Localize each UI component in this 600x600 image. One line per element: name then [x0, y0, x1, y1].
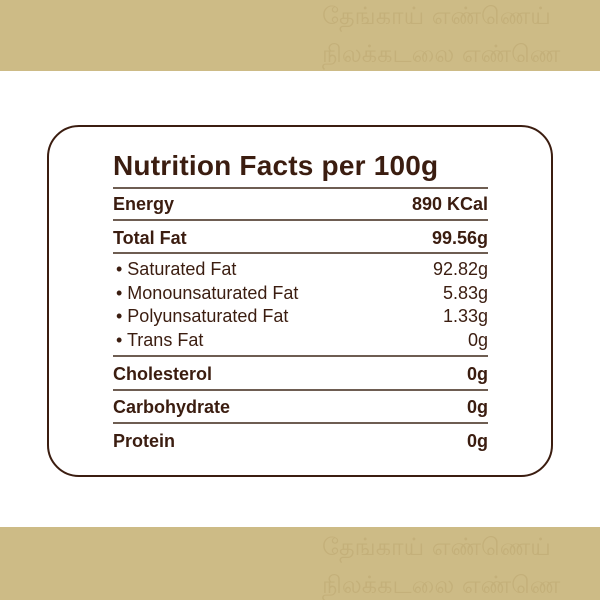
fat-value: 0g [467, 330, 488, 350]
fat-value: 1.33g [442, 306, 488, 326]
watermark-line2: நிலக்கடலை எண்ணெ [322, 40, 561, 68]
divider [113, 389, 488, 391]
divider [113, 422, 488, 424]
top-banner: தேங்காய் எண்ணெய் நிலக்கடலை எண்ணெ [0, 0, 600, 71]
watermark-line2: நிலக்கடலை எண்ணெ [322, 571, 561, 599]
carbohydrate-row: Carbohydrate 0g [113, 397, 488, 418]
bottom-banner: தேங்காய் எண்ணெய் நிலக்கடலை எண்ணெ [0, 527, 600, 600]
total-fat-label: Total Fat [113, 228, 187, 248]
divider [113, 219, 488, 221]
carbohydrate-value: 0g [466, 397, 488, 417]
cholesterol-value: 0g [466, 364, 488, 384]
divider [113, 355, 488, 357]
total-fat-row: Total Fat 99.56g [113, 228, 488, 249]
fat-row: • Saturated Fat 92.82g [113, 259, 488, 280]
fat-label: • Polyunsaturated Fat [116, 306, 289, 326]
energy-label: Energy [113, 194, 175, 214]
nutrition-title: Nutrition Facts per 100g [113, 150, 439, 181]
energy-row: Energy 890 KCal [113, 194, 488, 215]
fat-label: • Saturated Fat [116, 259, 237, 279]
cholesterol-label: Cholesterol [113, 364, 213, 384]
fat-value: 5.83g [442, 283, 488, 303]
cholesterol-row: Cholesterol 0g [113, 364, 488, 385]
fat-label: • Trans Fat [116, 330, 204, 350]
fat-row: • Trans Fat 0g [113, 330, 488, 351]
divider [113, 252, 488, 254]
fat-row: • Polyunsaturated Fat 1.33g [113, 306, 488, 327]
fat-value: 92.82g [432, 259, 488, 279]
protein-label: Protein [113, 431, 176, 451]
carbohydrate-label: Carbohydrate [113, 397, 231, 417]
protein-value: 0g [466, 431, 488, 451]
divider [113, 187, 488, 189]
nutrition-panel [47, 125, 553, 477]
total-fat-value: 99.56g [431, 228, 488, 248]
watermark-line1: தேங்காய் எண்ணெய் [322, 533, 551, 561]
fat-label: • Monounsaturated Fat [116, 283, 299, 303]
watermark-line1: தேங்காய் எண்ணெய் [322, 2, 551, 30]
protein-row: Protein 0g [113, 431, 488, 452]
energy-value: 890 KCal [411, 194, 488, 214]
fat-row: • Monounsaturated Fat 5.83g [113, 283, 488, 304]
